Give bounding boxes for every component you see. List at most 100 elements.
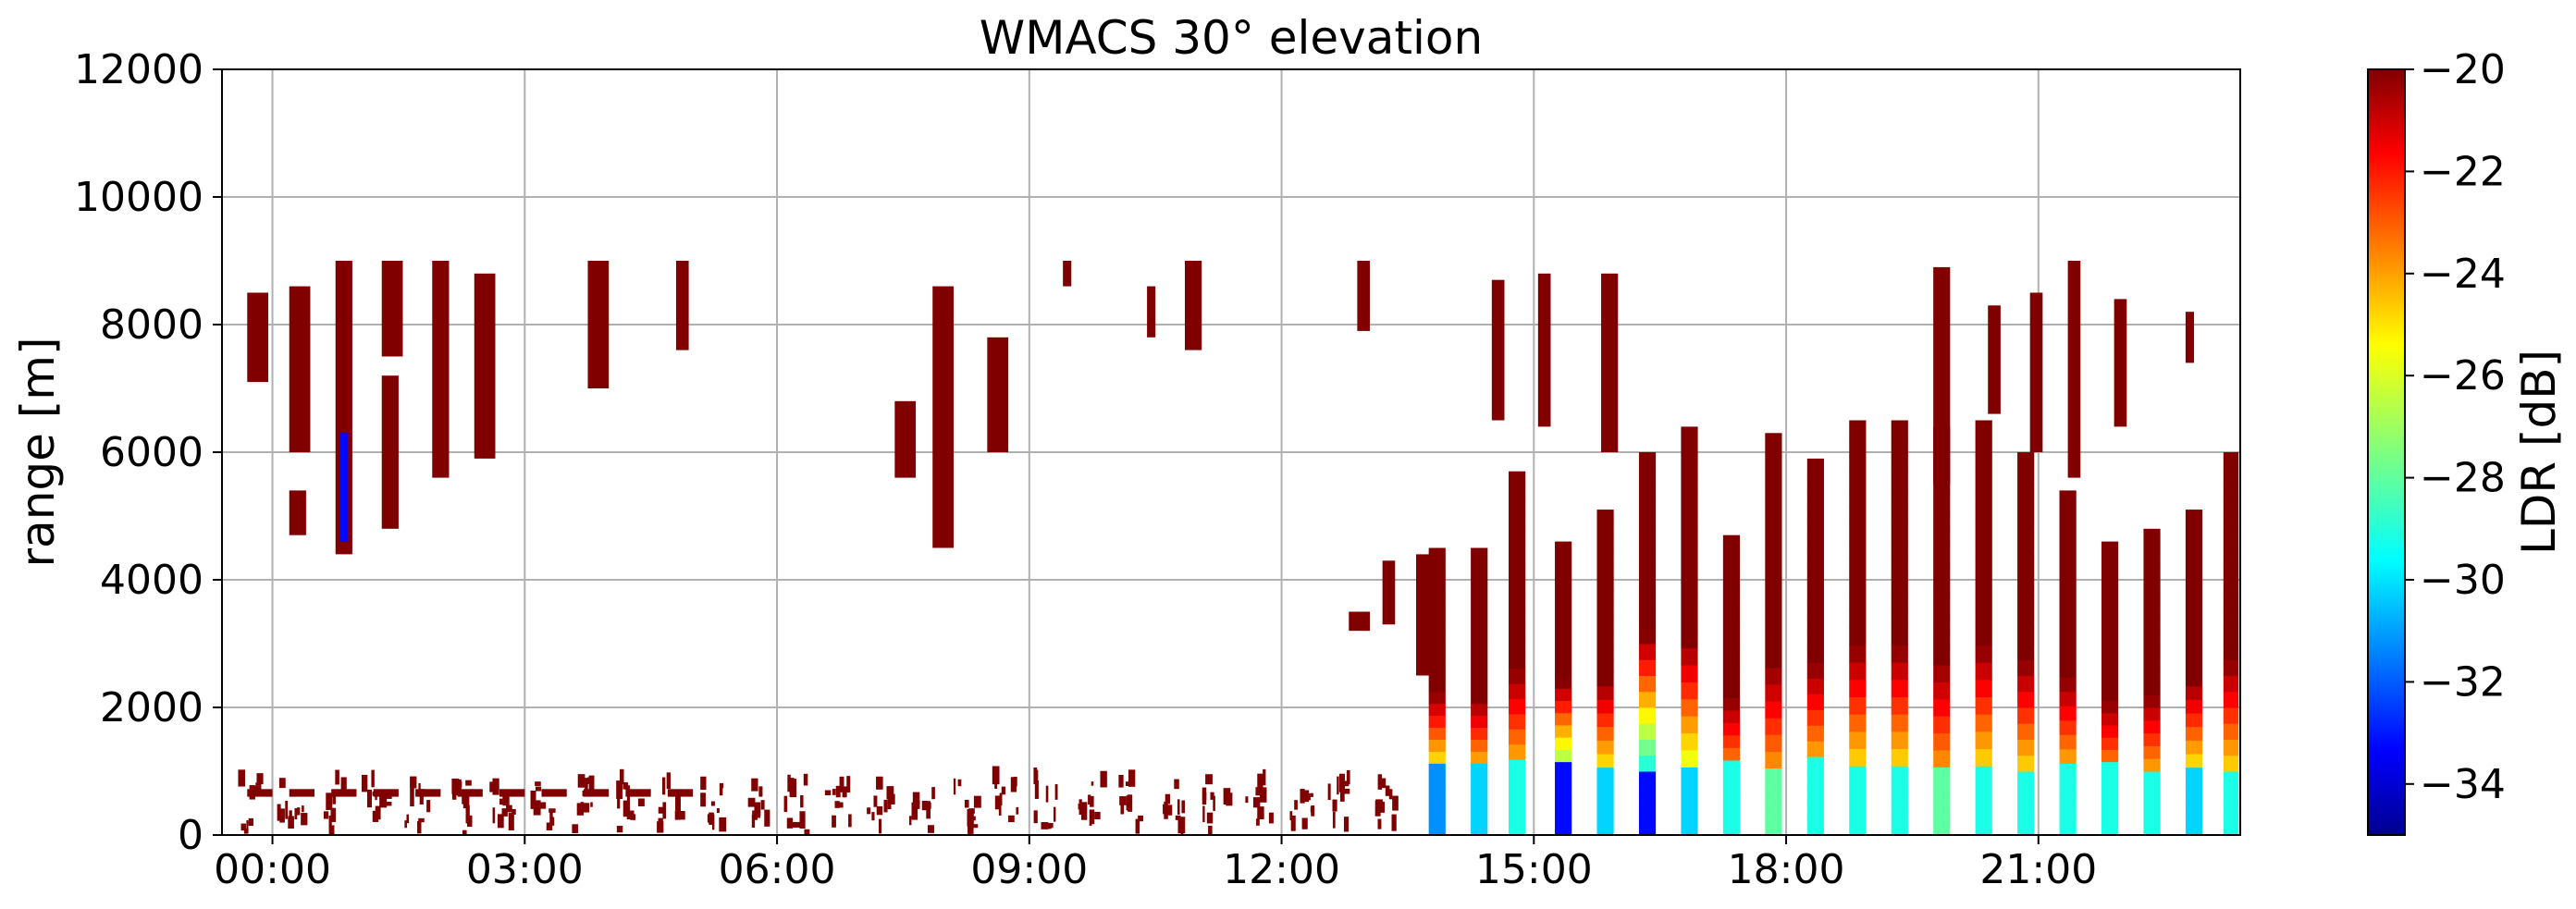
- profile-cell: [1722, 759, 1741, 773]
- profile-cell: [1509, 501, 1526, 518]
- profile-column: [1849, 420, 1867, 835]
- low-clutter-segment: [530, 781, 557, 830]
- profile-cell: [2185, 699, 2203, 714]
- profile-cell: [2059, 805, 2077, 821]
- profile-cell: [1638, 644, 1657, 660]
- profile-cell: [1891, 610, 1908, 629]
- x-tick-label: 12:00: [1223, 846, 1340, 893]
- clutter-pixel: [489, 781, 493, 792]
- profile-cell: [2143, 656, 2161, 670]
- profile-cell: [2185, 726, 2203, 741]
- profile-cell: [1555, 749, 1572, 763]
- profile-cell: [2017, 580, 2035, 596]
- profile-cell: [1509, 774, 1526, 791]
- colorbar-axis: −20 −22 −24 −26 −28 −30 −32 −34: [2405, 46, 2506, 808]
- clutter-pixel: [1378, 778, 1387, 789]
- profile-cell: [2143, 541, 2161, 555]
- profile-cell: [1555, 651, 1572, 665]
- profile-cell: [2059, 706, 2077, 721]
- colorbar-label: LDR [dB]: [2512, 350, 2566, 555]
- profile-cell: [1681, 443, 1698, 461]
- profile-cell: [1806, 662, 1824, 679]
- profile-cell: [1555, 590, 1572, 604]
- profile-cell: [1722, 672, 1741, 686]
- profile-cell: [2017, 468, 2035, 485]
- profile-cell: [2185, 510, 2203, 524]
- clutter-pixel: [1392, 795, 1399, 811]
- profile-cell: [1681, 613, 1698, 632]
- profile-cell: [1509, 743, 1526, 760]
- profile-cell: [1428, 715, 1446, 729]
- x-tick-label: 21:00: [1979, 846, 2097, 893]
- y-axis-label: range [m]: [11, 338, 65, 568]
- clutter-pixel: [836, 802, 844, 808]
- profile-cell: [2223, 755, 2239, 772]
- profile-cell: [1722, 572, 1741, 586]
- profile-cell: [1975, 645, 1992, 663]
- clutter-pixel: [1088, 794, 1091, 805]
- echo-column: [1537, 273, 1551, 427]
- profile-cell: [2101, 761, 2119, 775]
- profile-cell: [2101, 676, 2119, 689]
- profile-cell: [1555, 786, 1572, 799]
- profile-cell: [1555, 578, 1572, 591]
- profile-cell: [1428, 811, 1446, 824]
- profile-cell: [1933, 596, 1951, 615]
- profile-cell: [1555, 627, 1572, 640]
- profile-cell: [1891, 662, 1908, 681]
- clutter-pixel: [908, 816, 912, 826]
- profile-cell: [1638, 547, 1657, 565]
- profile-cell: [1806, 583, 1824, 601]
- clutter-pixel: [255, 782, 262, 792]
- clutter-pixel: [1257, 806, 1264, 820]
- profile-cell: [2143, 745, 2161, 759]
- clutter-pixel: [277, 804, 281, 821]
- clutter-pixel: [971, 824, 979, 829]
- echo-column: [932, 286, 954, 548]
- clutter-pixel: [590, 802, 593, 807]
- profile-cell: [1555, 700, 1572, 714]
- echo-column: [432, 261, 450, 478]
- profile-cell: [1975, 679, 1992, 697]
- clutter-pixel: [1377, 818, 1382, 829]
- clutter-pixel: [1080, 802, 1088, 820]
- profile-cell: [1638, 691, 1657, 708]
- clutter-pixel: [459, 781, 462, 788]
- profile-cell: [2101, 749, 2119, 763]
- profile-cell: [1596, 618, 1614, 633]
- profile-cell: [2059, 719, 2077, 735]
- profile-cell: [1596, 632, 1614, 646]
- clutter-pixel: [674, 810, 681, 820]
- profile-cell: [1849, 800, 1867, 818]
- profile-cell: [1681, 817, 1698, 835]
- clutter-pixel: [1213, 795, 1215, 811]
- profile-cell: [1596, 604, 1614, 619]
- profile-cell: [1722, 597, 1741, 611]
- clutter-pixel: [973, 795, 981, 808]
- profile-cell: [1555, 810, 1572, 824]
- profile-cell: [1975, 748, 1992, 767]
- clutter-pixel: [326, 792, 333, 810]
- clutter-pixel: [707, 814, 710, 823]
- profile-cell: [1638, 580, 1657, 596]
- profile-cell: [2143, 771, 2161, 785]
- profile-cell: [2017, 596, 2035, 612]
- profile-cell: [1765, 650, 1782, 669]
- profile-cell: [2185, 807, 2203, 822]
- profile-cell: [1933, 443, 1951, 461]
- profile-cell: [1638, 563, 1657, 581]
- profile-cell: [1596, 767, 1614, 781]
- profile-cell: [2185, 604, 2203, 619]
- clutter-band: [583, 789, 610, 797]
- low-clutter-segment: [1327, 769, 1350, 832]
- echo-column: [1601, 273, 1619, 452]
- clutter-pixel: [1138, 815, 1143, 822]
- profile-cell: [1428, 632, 1446, 645]
- clutter-band: [667, 789, 694, 797]
- profile-cell: [2017, 771, 2035, 788]
- clutter-pixel: [451, 791, 457, 800]
- profile-cell: [1428, 583, 1446, 596]
- profile-cell: [1849, 662, 1867, 681]
- profile-cell: [1681, 495, 1698, 512]
- profile-cell: [1509, 516, 1526, 533]
